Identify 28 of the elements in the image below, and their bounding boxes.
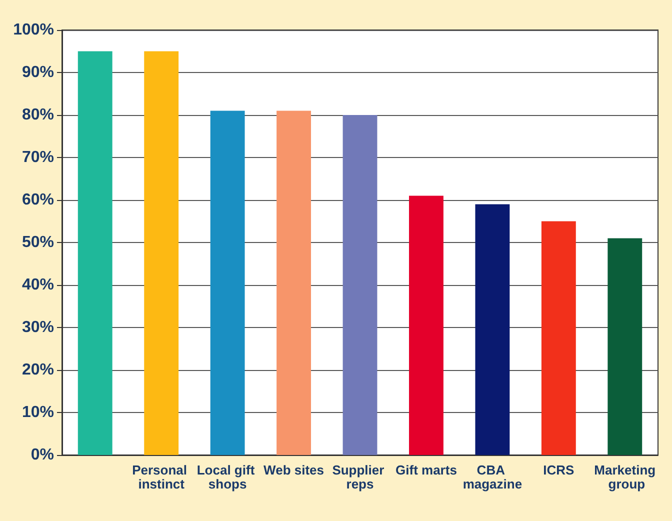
x-tick-label: Supplier reps xyxy=(332,462,388,492)
x-tick-label: Personal instinct xyxy=(132,462,191,492)
bar xyxy=(78,51,112,455)
y-tick-label: 60% xyxy=(22,192,54,208)
y-tick-label: 90% xyxy=(22,64,54,81)
y-tick-label: 10% xyxy=(22,404,54,421)
bar xyxy=(144,51,179,455)
x-tick-label: ICRS xyxy=(543,462,575,478)
y-tick-label: 40% xyxy=(22,276,54,294)
bar xyxy=(210,110,245,455)
y-tick-label: 50% xyxy=(22,234,54,251)
x-tick-label: Gift marts xyxy=(396,462,457,478)
bar xyxy=(276,110,311,455)
x-tick-label: Web sites xyxy=(264,462,324,478)
y-tick-label: 70% xyxy=(22,149,54,166)
bar xyxy=(541,221,576,455)
y-tick-label: 80% xyxy=(22,106,54,124)
x-tick-label: Marketing group xyxy=(594,462,656,492)
y-tick-label: 100% xyxy=(13,22,54,38)
y-tick-label: 0% xyxy=(30,446,54,464)
bar xyxy=(608,238,642,455)
y-tick-label: 30% xyxy=(22,319,54,336)
y-tick-label: 20% xyxy=(22,362,54,378)
bar xyxy=(409,196,444,455)
bar xyxy=(342,115,378,455)
x-tick-label: Local gift shops xyxy=(196,462,258,492)
bar xyxy=(475,204,510,455)
x-tick-label: CBA magazine xyxy=(462,462,522,492)
